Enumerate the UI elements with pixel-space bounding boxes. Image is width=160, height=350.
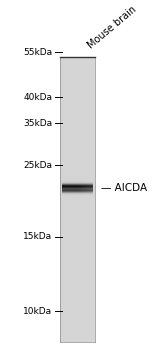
Text: Mouse brain: Mouse brain [85,4,138,50]
Bar [60,57,95,342]
Text: 15kDa: 15kDa [23,232,52,241]
Text: 10kDa: 10kDa [23,307,52,316]
Text: 55kDa: 55kDa [23,48,52,56]
Text: 40kDa: 40kDa [23,93,52,102]
Text: 35kDa: 35kDa [23,119,52,128]
Text: 25kDa: 25kDa [23,161,52,170]
Text: — AICDA: — AICDA [101,183,148,193]
